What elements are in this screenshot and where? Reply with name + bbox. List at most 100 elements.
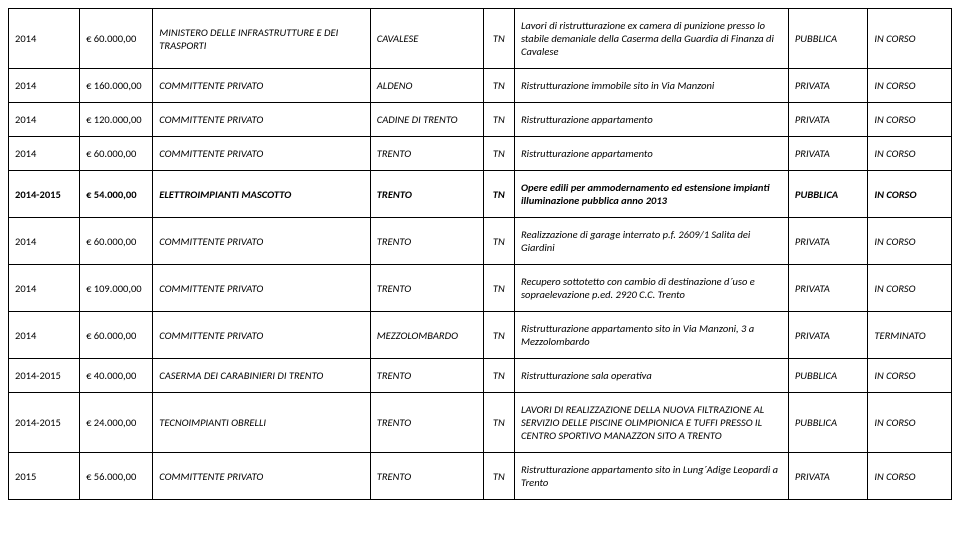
cell-place: MEZZOLOMBARDO bbox=[370, 312, 483, 359]
table-row: 2014€ 160.000,00COMMITTENTE PRIVATOALDEN… bbox=[9, 69, 952, 103]
cell-place: TRENTO bbox=[370, 359, 483, 393]
cell-description: Ristrutturazione immobile sito in Via Ma… bbox=[514, 69, 788, 103]
cell-committente: CASERMA DEI CARABINIERI DI TRENTO bbox=[153, 359, 370, 393]
cell-description: Ristrutturazione appartamento sito in Lu… bbox=[514, 453, 788, 500]
cell-place: TRENTO bbox=[370, 218, 483, 265]
cell-year: 2014 bbox=[9, 103, 80, 137]
cell-description: Lavori di ristrutturazione ex camera di … bbox=[514, 9, 788, 69]
table-row: 2014€ 60.000,00COMMITTENTE PRIVATOTRENTO… bbox=[9, 218, 952, 265]
cell-prov: TN bbox=[483, 171, 514, 218]
cell-amount: € 60.000,00 bbox=[80, 9, 153, 69]
cell-year: 2014 bbox=[9, 265, 80, 312]
cell-prov: TN bbox=[483, 359, 514, 393]
cell-status: IN CORSO bbox=[868, 393, 952, 453]
cell-prov: TN bbox=[483, 393, 514, 453]
cell-status: IN CORSO bbox=[868, 137, 952, 171]
cell-type: PRIVATA bbox=[788, 453, 867, 500]
cell-type: PUBBLICA bbox=[788, 171, 867, 218]
cell-place: TRENTO bbox=[370, 171, 483, 218]
cell-place: TRENTO bbox=[370, 137, 483, 171]
cell-type: PRIVATA bbox=[788, 103, 867, 137]
cell-amount: € 60.000,00 bbox=[80, 312, 153, 359]
cell-year: 2014 bbox=[9, 9, 80, 69]
table-row: 2014€ 60.000,00COMMITTENTE PRIVATOTRENTO… bbox=[9, 137, 952, 171]
cell-amount: € 160.000,00 bbox=[80, 69, 153, 103]
cell-year: 2014-2015 bbox=[9, 393, 80, 453]
cell-committente: MINISTERO DELLE INFRASTRUTTURE E DEI TRA… bbox=[153, 9, 370, 69]
cell-status: IN CORSO bbox=[868, 9, 952, 69]
cell-committente: COMMITTENTE PRIVATO bbox=[153, 137, 370, 171]
cell-year: 2014-2015 bbox=[9, 171, 80, 218]
cell-year: 2014 bbox=[9, 312, 80, 359]
cell-committente: COMMITTENTE PRIVATO bbox=[153, 265, 370, 312]
cell-description: Recupero sottotetto con cambio di destin… bbox=[514, 265, 788, 312]
cell-type: PRIVATA bbox=[788, 137, 867, 171]
cell-prov: TN bbox=[483, 69, 514, 103]
cell-place: TRENTO bbox=[370, 393, 483, 453]
cell-place: TRENTO bbox=[370, 265, 483, 312]
table-row: 2014-2015€ 24.000,00TECNOIMPIANTI OBRELL… bbox=[9, 393, 952, 453]
cell-prov: TN bbox=[483, 9, 514, 69]
cell-place: CAVALESE bbox=[370, 9, 483, 69]
table-row: 2014€ 60.000,00COMMITTENTE PRIVATOMEZZOL… bbox=[9, 312, 952, 359]
cell-prov: TN bbox=[483, 137, 514, 171]
projects-table: 2014€ 60.000,00MINISTERO DELLE INFRASTRU… bbox=[8, 8, 952, 500]
cell-year: 2014 bbox=[9, 69, 80, 103]
table-row: 2014€ 60.000,00MINISTERO DELLE INFRASTRU… bbox=[9, 9, 952, 69]
cell-type: PUBBLICA bbox=[788, 9, 867, 69]
table-row: 2015€ 56.000,00COMMITTENTE PRIVATOTRENTO… bbox=[9, 453, 952, 500]
cell-amount: € 60.000,00 bbox=[80, 137, 153, 171]
cell-committente: COMMITTENTE PRIVATO bbox=[153, 453, 370, 500]
cell-year: 2014 bbox=[9, 218, 80, 265]
cell-prov: TN bbox=[483, 453, 514, 500]
cell-prov: TN bbox=[483, 218, 514, 265]
cell-amount: € 54.000,00 bbox=[80, 171, 153, 218]
cell-description: Opere edili per ammodernamento ed estens… bbox=[514, 171, 788, 218]
cell-status: IN CORSO bbox=[868, 218, 952, 265]
cell-place: CADINE DI TRENTO bbox=[370, 103, 483, 137]
cell-place: ALDENO bbox=[370, 69, 483, 103]
cell-committente: COMMITTENTE PRIVATO bbox=[153, 103, 370, 137]
cell-type: PRIVATA bbox=[788, 312, 867, 359]
cell-type: PUBBLICA bbox=[788, 359, 867, 393]
cell-prov: TN bbox=[483, 312, 514, 359]
cell-status: IN CORSO bbox=[868, 359, 952, 393]
cell-place: TRENTO bbox=[370, 453, 483, 500]
cell-description: Ristrutturazione sala operativa bbox=[514, 359, 788, 393]
cell-status: IN CORSO bbox=[868, 453, 952, 500]
table-row: 2014€ 120.000,00COMMITTENTE PRIVATOCADIN… bbox=[9, 103, 952, 137]
cell-description: LAVORI DI REALIZZAZIONE DELLA NUOVA FILT… bbox=[514, 393, 788, 453]
cell-year: 2014 bbox=[9, 137, 80, 171]
cell-type: PRIVATA bbox=[788, 69, 867, 103]
cell-prov: TN bbox=[483, 103, 514, 137]
cell-status: TERMINATO bbox=[868, 312, 952, 359]
cell-amount: € 24.000,00 bbox=[80, 393, 153, 453]
cell-type: PRIVATA bbox=[788, 218, 867, 265]
cell-amount: € 56.000,00 bbox=[80, 453, 153, 500]
cell-description: Ristrutturazione appartamento bbox=[514, 103, 788, 137]
cell-committente: TECNOIMPIANTI OBRELLI bbox=[153, 393, 370, 453]
table-row: 2014-2015€ 54.000,00ELETTROIMPIANTI MASC… bbox=[9, 171, 952, 218]
table-row: 2014€ 109.000,00COMMITTENTE PRIVATOTRENT… bbox=[9, 265, 952, 312]
cell-type: PRIVATA bbox=[788, 265, 867, 312]
cell-status: IN CORSO bbox=[868, 103, 952, 137]
cell-year: 2015 bbox=[9, 453, 80, 500]
cell-amount: € 120.000,00 bbox=[80, 103, 153, 137]
cell-committente: COMMITTENTE PRIVATO bbox=[153, 218, 370, 265]
cell-prov: TN bbox=[483, 265, 514, 312]
cell-status: IN CORSO bbox=[868, 69, 952, 103]
cell-type: PUBBLICA bbox=[788, 393, 867, 453]
cell-committente: ELETTROIMPIANTI MASCOTTO bbox=[153, 171, 370, 218]
cell-description: Ristrutturazione appartamento sito in Vi… bbox=[514, 312, 788, 359]
cell-status: IN CORSO bbox=[868, 171, 952, 218]
cell-committente: COMMITTENTE PRIVATO bbox=[153, 69, 370, 103]
cell-amount: € 40.000,00 bbox=[80, 359, 153, 393]
cell-description: Realizzazione di garage interrato p.f. 2… bbox=[514, 218, 788, 265]
cell-amount: € 109.000,00 bbox=[80, 265, 153, 312]
cell-status: IN CORSO bbox=[868, 265, 952, 312]
cell-amount: € 60.000,00 bbox=[80, 218, 153, 265]
cell-year: 2014-2015 bbox=[9, 359, 80, 393]
cell-description: Ristrutturazione appartamento bbox=[514, 137, 788, 171]
table-row: 2014-2015€ 40.000,00CASERMA DEI CARABINI… bbox=[9, 359, 952, 393]
cell-committente: COMMITTENTE PRIVATO bbox=[153, 312, 370, 359]
